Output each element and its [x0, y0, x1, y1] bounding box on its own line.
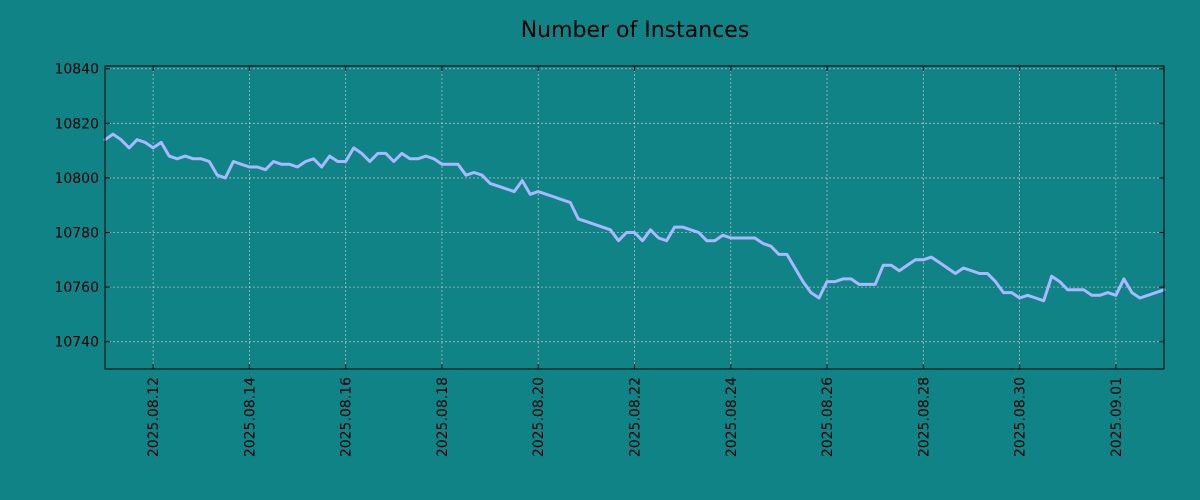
x-tick-label: 2025.08.20 — [531, 377, 547, 457]
chart-title: Number of Instances — [521, 18, 750, 43]
y-tick-label: 10780 — [54, 226, 99, 242]
plot-frame — [104, 65, 1165, 370]
x-tick-label: 2025.08.12 — [146, 377, 162, 457]
y-tick-label: 10740 — [54, 335, 99, 351]
x-tick-label: 2025.09.01 — [1109, 377, 1125, 457]
x-tick-label: 2025.08.28 — [916, 377, 932, 457]
axis-layer: 10740 10760 10780 10800 10820 10840 2025.08.12… — [54, 62, 1165, 457]
x-tick-label: 2025.08.30 — [1013, 377, 1029, 457]
series-layer — [103, 132, 1166, 303]
grid-layer — [105, 66, 1164, 369]
x-tick-label: 2025.08.22 — [628, 377, 644, 457]
x-tick-label: 2025.08.16 — [339, 377, 355, 457]
x-tick-label: 2025.08.18 — [435, 377, 451, 457]
x-tick-label: 2025.08.26 — [820, 377, 836, 457]
y-tick-label: 10840 — [54, 62, 99, 78]
x-tick-label: 2025.08.14 — [242, 377, 258, 457]
y-tick-label: 10820 — [54, 116, 99, 132]
y-tick-label: 10800 — [54, 171, 99, 187]
x-tick-label: 2025.08.24 — [724, 377, 740, 457]
series-line — [103, 132, 1166, 303]
y-tick-label: 10760 — [54, 280, 99, 296]
